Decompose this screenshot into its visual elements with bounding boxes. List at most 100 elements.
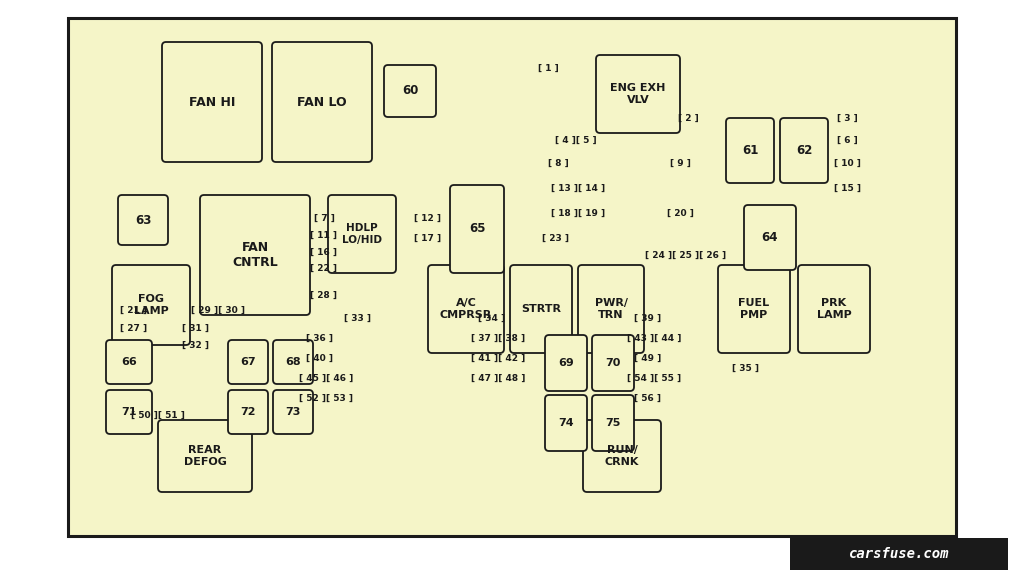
- Text: [ 6 ]: [ 6 ]: [837, 135, 857, 145]
- Text: 66: 66: [121, 357, 137, 367]
- Text: [ 33 ]: [ 33 ]: [344, 313, 372, 323]
- Text: A/C
CMPRSR: A/C CMPRSR: [440, 298, 493, 320]
- FancyBboxPatch shape: [228, 340, 268, 384]
- Text: [ 27 ]: [ 27 ]: [121, 324, 147, 332]
- Text: [ 8 ]: [ 8 ]: [548, 158, 568, 168]
- Text: [ 40 ]: [ 40 ]: [306, 354, 334, 362]
- Bar: [790, 538, 1008, 570]
- Text: [ 35 ]: [ 35 ]: [732, 363, 760, 373]
- Text: 69: 69: [558, 358, 573, 368]
- Text: RUN/
CRNK: RUN/ CRNK: [605, 445, 639, 467]
- Text: FUEL
PMP: FUEL PMP: [738, 298, 770, 320]
- Text: [ 2 ]: [ 2 ]: [678, 113, 698, 123]
- FancyBboxPatch shape: [744, 205, 796, 270]
- Text: [ 12 ]: [ 12 ]: [415, 214, 441, 222]
- FancyBboxPatch shape: [798, 265, 870, 353]
- Text: [ 28 ]: [ 28 ]: [310, 290, 338, 300]
- FancyBboxPatch shape: [578, 265, 644, 353]
- Text: [ 3 ]: [ 3 ]: [837, 113, 857, 123]
- Text: [ 15 ]: [ 15 ]: [834, 184, 860, 192]
- Text: REAR
DEFOG: REAR DEFOG: [183, 445, 226, 467]
- FancyBboxPatch shape: [158, 420, 252, 492]
- Text: [ 54 ][ 55 ]: [ 54 ][ 55 ]: [627, 373, 681, 382]
- FancyBboxPatch shape: [106, 340, 152, 384]
- Text: [ 21 ]: [ 21 ]: [121, 305, 147, 314]
- Text: FAN HI: FAN HI: [188, 96, 236, 108]
- Text: 63: 63: [135, 214, 152, 226]
- Text: [ 37 ][ 38 ]: [ 37 ][ 38 ]: [471, 334, 525, 343]
- Text: [ 39 ]: [ 39 ]: [635, 313, 662, 323]
- Text: PRK
LAMP: PRK LAMP: [816, 298, 851, 320]
- Text: FAN LO: FAN LO: [297, 96, 347, 108]
- Text: 64: 64: [762, 231, 778, 244]
- FancyBboxPatch shape: [596, 55, 680, 133]
- Text: [ 10 ]: [ 10 ]: [834, 158, 860, 168]
- Text: 68: 68: [286, 357, 301, 367]
- Text: [ 43 ][ 44 ]: [ 43 ][ 44 ]: [627, 334, 681, 343]
- Text: 74: 74: [558, 418, 573, 428]
- Text: 61: 61: [741, 144, 758, 157]
- FancyBboxPatch shape: [583, 420, 662, 492]
- Text: 70: 70: [605, 358, 621, 368]
- Text: 71: 71: [121, 407, 137, 417]
- FancyBboxPatch shape: [428, 265, 504, 353]
- Text: [ 18 ][ 19 ]: [ 18 ][ 19 ]: [551, 209, 605, 218]
- FancyBboxPatch shape: [273, 340, 313, 384]
- Text: [ 31 ]: [ 31 ]: [182, 324, 210, 332]
- Text: [ 23 ]: [ 23 ]: [543, 233, 569, 242]
- Text: 60: 60: [401, 85, 418, 97]
- Text: 75: 75: [605, 418, 621, 428]
- Text: [ 49 ]: [ 49 ]: [635, 354, 662, 362]
- Text: [ 52 ][ 53 ]: [ 52 ][ 53 ]: [299, 393, 353, 403]
- Text: carsfuse.com: carsfuse.com: [849, 547, 949, 561]
- Text: 72: 72: [241, 407, 256, 417]
- FancyBboxPatch shape: [200, 195, 310, 315]
- FancyBboxPatch shape: [545, 395, 587, 451]
- Text: 62: 62: [796, 144, 812, 157]
- FancyBboxPatch shape: [118, 195, 168, 245]
- Text: [ 9 ]: [ 9 ]: [670, 158, 690, 168]
- Text: ENG EXH
VLV: ENG EXH VLV: [610, 83, 666, 105]
- Text: FOG
LAMP: FOG LAMP: [133, 294, 168, 316]
- Text: [ 13 ][ 14 ]: [ 13 ][ 14 ]: [551, 184, 605, 192]
- Text: [ 47 ][ 48 ]: [ 47 ][ 48 ]: [471, 373, 525, 382]
- Text: [ 56 ]: [ 56 ]: [635, 393, 662, 403]
- Text: STRTR: STRTR: [521, 304, 561, 314]
- Text: PWR/
TRN: PWR/ TRN: [595, 298, 628, 320]
- Text: [ 1 ]: [ 1 ]: [538, 63, 558, 73]
- Text: [ 11 ]: [ 11 ]: [310, 230, 338, 240]
- FancyBboxPatch shape: [272, 42, 372, 162]
- FancyBboxPatch shape: [228, 390, 268, 434]
- FancyBboxPatch shape: [545, 335, 587, 391]
- Text: [ 36 ]: [ 36 ]: [306, 334, 334, 343]
- FancyBboxPatch shape: [384, 65, 436, 117]
- Text: [ 24 ][ 25 ][ 26 ]: [ 24 ][ 25 ][ 26 ]: [645, 251, 727, 260]
- Text: [ 41 ][ 42 ]: [ 41 ][ 42 ]: [471, 354, 525, 362]
- FancyBboxPatch shape: [592, 395, 634, 451]
- FancyBboxPatch shape: [510, 265, 572, 353]
- FancyBboxPatch shape: [780, 118, 828, 183]
- Text: [ 45 ][ 46 ]: [ 45 ][ 46 ]: [299, 373, 353, 382]
- FancyBboxPatch shape: [273, 390, 313, 434]
- Text: 65: 65: [469, 222, 485, 236]
- Bar: [68, 18, 956, 536]
- FancyBboxPatch shape: [328, 195, 396, 273]
- Text: [ 7 ]: [ 7 ]: [313, 214, 335, 222]
- FancyBboxPatch shape: [106, 390, 152, 434]
- Text: FAN
CNTRL: FAN CNTRL: [232, 241, 278, 269]
- Text: [ 4 ][ 5 ]: [ 4 ][ 5 ]: [555, 135, 597, 145]
- FancyBboxPatch shape: [162, 42, 262, 162]
- FancyBboxPatch shape: [450, 185, 504, 273]
- Text: [ 32 ]: [ 32 ]: [182, 340, 210, 350]
- Text: [ 29 ][ 30 ]: [ 29 ][ 30 ]: [191, 305, 245, 314]
- Text: [ 50 ][ 51 ]: [ 50 ][ 51 ]: [131, 411, 185, 419]
- Text: [ 20 ]: [ 20 ]: [667, 209, 693, 218]
- FancyBboxPatch shape: [718, 265, 790, 353]
- Text: 73: 73: [286, 407, 301, 417]
- Text: [ 34 ]: [ 34 ]: [478, 313, 506, 323]
- Text: HDLP
LO/HID: HDLP LO/HID: [342, 223, 382, 245]
- FancyBboxPatch shape: [726, 118, 774, 183]
- Text: [ 16 ]: [ 16 ]: [310, 248, 338, 256]
- Text: [ 22 ]: [ 22 ]: [310, 263, 338, 272]
- Text: 67: 67: [241, 357, 256, 367]
